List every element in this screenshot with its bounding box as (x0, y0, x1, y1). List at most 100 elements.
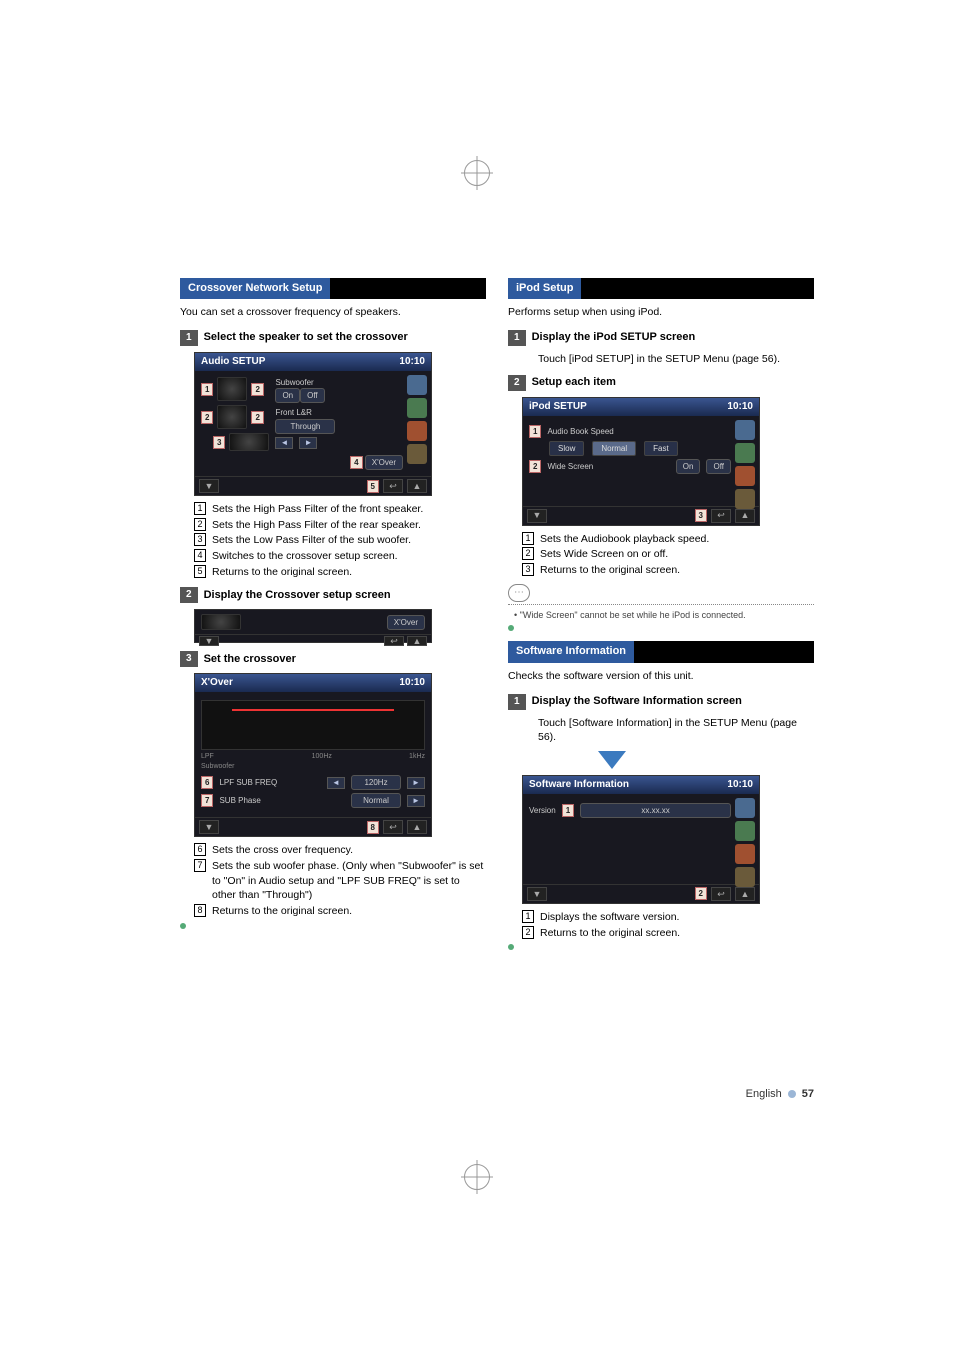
list-num: 2 (194, 518, 206, 531)
nav-down-btn[interactable]: ▼ (199, 479, 219, 493)
side-icon[interactable] (735, 867, 755, 887)
list-num: 4 (194, 549, 206, 562)
next-btn[interactable]: ► (299, 437, 317, 449)
audiobook-speed-label: Audio Book Speed (547, 426, 731, 437)
sc-time: 10:10 (727, 778, 753, 792)
list-text: Switches to the crossover setup screen. (212, 549, 398, 564)
subwoofer-label: Subwoofer (275, 377, 403, 388)
callout-1: 1 (529, 425, 541, 438)
sub-label: Subwoofer (201, 763, 234, 770)
side-icon[interactable] (735, 466, 755, 486)
nav-up-btn[interactable]: ▲ (407, 636, 427, 646)
step-number: 1 (508, 694, 526, 710)
side-icon[interactable] (407, 444, 427, 464)
nav-back-btn[interactable]: ↩ (711, 887, 731, 901)
nav-down-btn[interactable]: ▼ (199, 820, 219, 834)
widescreen-off-btn[interactable]: Off (706, 459, 731, 474)
xover-strip-screenshot: X'Over ▼ ↩▲ (194, 609, 432, 643)
subwoofer-icon[interactable] (201, 614, 241, 630)
speed-slow-btn[interactable]: Slow (549, 441, 584, 456)
callout-7: 7 (201, 794, 213, 807)
nav-back-btn[interactable]: ↩ (711, 509, 731, 523)
step-number: 2 (508, 375, 526, 391)
software-callout-list: 1Displays the software version. 2Returns… (522, 910, 814, 940)
section-end-dot (508, 625, 514, 631)
next-btn[interactable]: ► (407, 795, 425, 807)
side-icon[interactable] (735, 443, 755, 463)
xover-btn[interactable]: X'Over (365, 455, 403, 470)
page-footer: English 57 (746, 1088, 814, 1100)
widescreen-label: Wide Screen (547, 461, 669, 472)
list-num: 1 (194, 502, 206, 515)
side-icon[interactable] (407, 375, 427, 395)
nav-back-btn[interactable]: ↩ (384, 636, 404, 646)
content-columns: Crossover Network Setup You can set a cr… (180, 278, 814, 954)
prev-btn[interactable]: ◄ (327, 777, 345, 789)
note-text: • "Wide Screen" cannot be set while he i… (514, 609, 814, 622)
callout-3: 3 (695, 509, 707, 522)
nav-up-btn[interactable]: ▲ (407, 820, 427, 834)
callout-1: 1 (562, 804, 574, 817)
side-icon[interactable] (407, 421, 427, 441)
step-label: Setup each item (532, 375, 616, 390)
rear-speaker-left[interactable] (217, 405, 247, 429)
step-label: Display the Crossover setup screen (204, 588, 391, 603)
list-text: Returns to the original screen. (540, 926, 680, 941)
speed-normal-btn[interactable]: Normal (592, 441, 636, 456)
sub-on-btn[interactable]: On (275, 388, 300, 403)
ipod-setup-screenshot: iPod SETUP 10:10 1 Audio Book Speed Slow… (522, 397, 760, 526)
side-icon[interactable] (735, 420, 755, 440)
callout-1: 1 (201, 383, 213, 396)
nav-back-btn[interactable]: ↩ (383, 479, 403, 493)
axis-label: 100Hz (312, 752, 332, 772)
list-num: 3 (522, 563, 534, 576)
section-title: Software Information (508, 641, 634, 662)
sc-title: iPod SETUP (529, 400, 587, 414)
list-text: Sets the Audiobook playback speed. (540, 532, 709, 547)
footer-bullet-icon (788, 1090, 796, 1098)
list-text: Sets the Low Pass Filter of the sub woof… (212, 533, 411, 548)
subwoofer-speaker[interactable] (229, 433, 269, 451)
sub-off-btn[interactable]: Off (300, 388, 325, 403)
crossover-graph (201, 700, 425, 750)
prev-btn[interactable]: ◄ (275, 437, 293, 449)
widescreen-on-btn[interactable]: On (676, 459, 701, 474)
step-1: 1 Select the speaker to set the crossove… (180, 330, 486, 346)
callout-4: 4 (350, 456, 362, 469)
side-icon-strip (407, 375, 429, 493)
version-value: xx.xx.xx (580, 803, 731, 818)
ipod-callout-list: 1Sets the Audiobook playback speed. 2Set… (522, 532, 814, 578)
nav-down-btn[interactable]: ▼ (527, 509, 547, 523)
front-val: Through (275, 419, 335, 434)
list-text: Returns to the original screen. (540, 563, 680, 578)
software-info-screenshot: Software Information 10:10 Version 1 xx.… (522, 775, 760, 904)
list-num: 2 (522, 926, 534, 939)
step-3: 3 Set the crossover (180, 651, 486, 667)
nav-down-btn[interactable]: ▼ (527, 887, 547, 901)
side-icon-strip (735, 420, 757, 523)
sc-time: 10:10 (399, 676, 425, 690)
ipod-touch-instruction: Touch [iPod SETUP] in the SETUP Menu (pa… (538, 352, 814, 367)
step-number: 1 (180, 330, 198, 346)
nav-back-btn[interactable]: ↩ (383, 820, 403, 834)
print-registration-mark-top (464, 160, 490, 186)
manual-page: Crossover Network Setup You can set a cr… (0, 0, 954, 1350)
side-icon[interactable] (735, 844, 755, 864)
callout-8: 8 (367, 821, 379, 834)
side-icon[interactable] (735, 798, 755, 818)
side-icon[interactable] (735, 821, 755, 841)
next-btn[interactable]: ► (407, 777, 425, 789)
xover-btn[interactable]: X'Over (387, 615, 425, 630)
section-end-dot (508, 944, 514, 950)
speed-fast-btn[interactable]: Fast (644, 441, 678, 456)
nav-down-btn[interactable]: ▼ (199, 636, 219, 646)
down-arrow-icon (598, 751, 626, 769)
software-step-1: 1 Display the Software Information scree… (508, 694, 814, 710)
front-speaker-left[interactable] (217, 377, 247, 401)
right-column: iPod Setup Performs setup when using iPo… (508, 278, 814, 954)
xover-setup-screenshot: X'Over 10:10 LPFSubwoofer 100Hz 1kHz 6 L… (194, 673, 432, 837)
step-label: Set the crossover (204, 652, 296, 667)
side-icon[interactable] (735, 489, 755, 509)
side-icon[interactable] (407, 398, 427, 418)
callout-3: 3 (213, 436, 225, 449)
